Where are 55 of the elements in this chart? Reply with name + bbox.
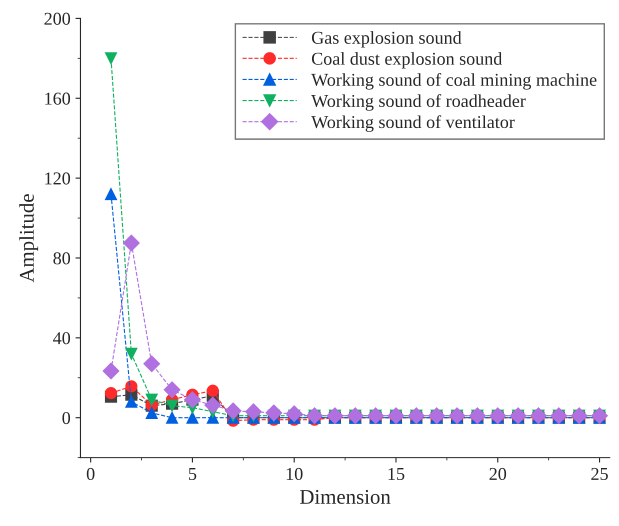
point bbox=[186, 412, 198, 424]
point bbox=[408, 407, 425, 424]
point bbox=[265, 404, 282, 422]
y-tick-label: 0 bbox=[62, 412, 70, 424]
point bbox=[125, 396, 138, 408]
legend-label: Working sound of roadheader bbox=[311, 94, 526, 111]
x-tick-label: 0 bbox=[86, 468, 94, 480]
point bbox=[122, 234, 140, 252]
point bbox=[125, 348, 138, 360]
point bbox=[550, 407, 568, 424]
point bbox=[146, 406, 158, 419]
legend-label: Working sound of coal mining machine bbox=[311, 73, 596, 90]
point bbox=[367, 407, 384, 424]
x-tick-label: 10 bbox=[286, 468, 303, 480]
legend-label: Gas explosion sound bbox=[312, 31, 462, 48]
point bbox=[286, 405, 303, 422]
legend-label: Coal dust explosion sound bbox=[312, 52, 502, 69]
point bbox=[245, 403, 262, 420]
point bbox=[388, 407, 404, 424]
point bbox=[104, 52, 118, 64]
point bbox=[184, 391, 201, 408]
point bbox=[224, 402, 242, 420]
x-tick-label: 5 bbox=[188, 468, 196, 480]
point bbox=[570, 407, 588, 424]
point bbox=[326, 407, 344, 424]
point bbox=[206, 384, 219, 397]
point bbox=[306, 407, 323, 424]
point bbox=[104, 387, 118, 400]
point bbox=[346, 407, 364, 424]
point bbox=[104, 188, 118, 200]
x-tick-label: 15 bbox=[388, 468, 404, 480]
point bbox=[146, 394, 158, 406]
y-tick-label: 160 bbox=[45, 92, 70, 105]
point bbox=[166, 412, 178, 424]
point bbox=[204, 396, 222, 414]
point bbox=[510, 407, 526, 424]
point bbox=[125, 380, 138, 392]
x-axis-title: Dimension bbox=[300, 490, 390, 504]
point bbox=[530, 407, 547, 424]
point bbox=[428, 407, 446, 424]
point bbox=[469, 407, 486, 424]
y-tick-label: 200 bbox=[44, 12, 70, 25]
point bbox=[143, 355, 160, 372]
point bbox=[448, 407, 466, 424]
y-axis-title: Amplitude bbox=[19, 194, 38, 282]
y-tick-label: 80 bbox=[53, 252, 70, 264]
y-tick-label: 40 bbox=[53, 332, 70, 344]
point bbox=[164, 381, 180, 398]
x-tick-label: 20 bbox=[490, 468, 506, 480]
y-tick-label: 120 bbox=[45, 172, 70, 185]
point bbox=[102, 362, 120, 380]
point bbox=[591, 407, 608, 424]
x-tick-label: 25 bbox=[591, 468, 608, 480]
point bbox=[489, 407, 506, 424]
legend-label: Working sound of ventilator bbox=[311, 115, 515, 132]
